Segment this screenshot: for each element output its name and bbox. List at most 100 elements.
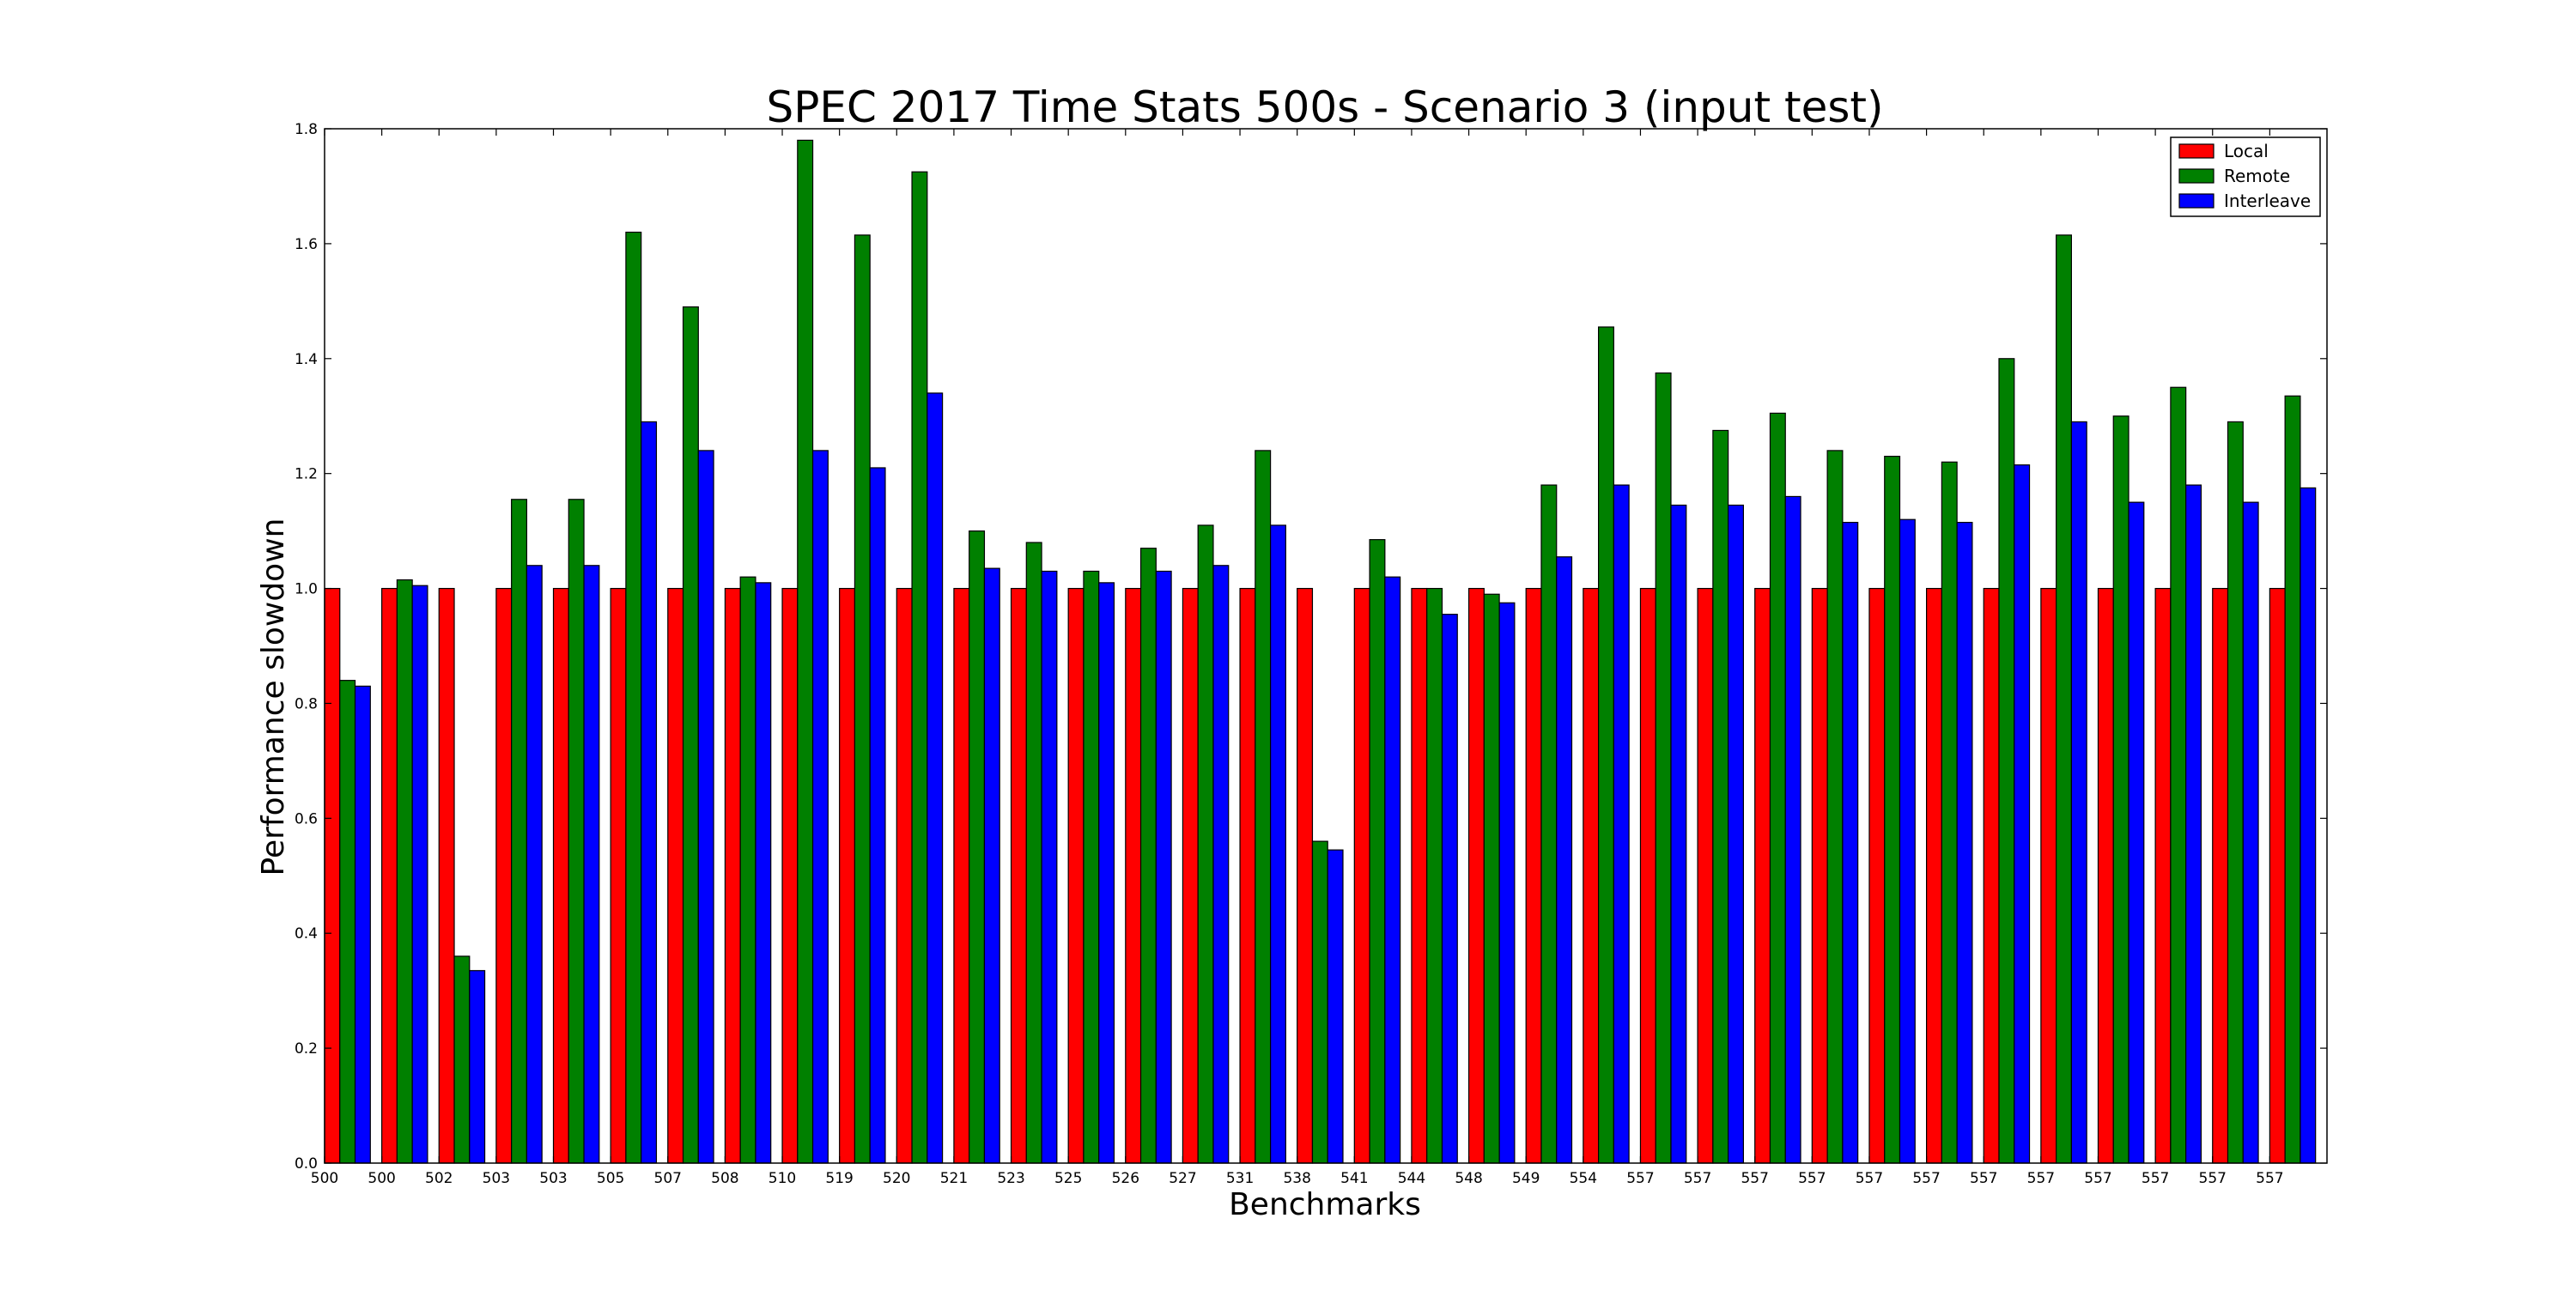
bar-local-24 bbox=[1697, 587, 1714, 1164]
bar-local-3 bbox=[495, 587, 513, 1164]
x-tick-label: 505 bbox=[597, 1170, 624, 1187]
bar-remote-4 bbox=[568, 499, 585, 1164]
bar-interleave-27 bbox=[1899, 518, 1916, 1164]
bar-interleave-8 bbox=[811, 450, 829, 1164]
bar-interleave-33 bbox=[2242, 501, 2259, 1164]
bar-local-20 bbox=[1467, 587, 1485, 1164]
bar-interleave-3 bbox=[526, 565, 543, 1164]
x-tick-label: 525 bbox=[1054, 1170, 1082, 1187]
bar-local-11 bbox=[953, 587, 970, 1164]
x-tick-label: 557 bbox=[1970, 1170, 1997, 1187]
x-tick-label: 502 bbox=[425, 1170, 453, 1187]
bar-interleave-17 bbox=[1327, 849, 1344, 1164]
chart-title: SPEC 2017 Time Stats 500s - Scenario 3 (… bbox=[766, 82, 1883, 132]
x-tick-label: 557 bbox=[1626, 1170, 1654, 1187]
bar-remote-1 bbox=[396, 579, 413, 1164]
bar-local-26 bbox=[1811, 587, 1828, 1164]
bar-remote-17 bbox=[1311, 840, 1328, 1164]
axes-layer: 0.0 0.2 0.4 0.6 0.8 1.0 1.2 1.4 1.6 1.8 500 500 502 5… bbox=[295, 121, 2328, 1187]
x-tick-label: 557 bbox=[2199, 1170, 2227, 1187]
x-tick-label: 557 bbox=[2084, 1170, 2111, 1187]
bar-local-12 bbox=[1010, 587, 1027, 1164]
y-tick-label: 0.0 bbox=[295, 1155, 318, 1173]
bar-interleave-2 bbox=[469, 970, 486, 1164]
x-tick-label: 557 bbox=[1684, 1170, 1711, 1187]
bar-remote-6 bbox=[682, 306, 699, 1164]
bar-interleave-6 bbox=[697, 450, 714, 1164]
bar-remote-11 bbox=[969, 530, 986, 1164]
bar-remote-25 bbox=[1769, 412, 1786, 1164]
x-tick-label: 520 bbox=[883, 1170, 910, 1187]
bar-interleave-1 bbox=[411, 585, 428, 1164]
bar-remote-34 bbox=[2284, 395, 2301, 1164]
bar-remote-27 bbox=[1884, 455, 1901, 1164]
legend-label-local: Local bbox=[2224, 141, 2269, 161]
bar-local-31 bbox=[2097, 587, 2114, 1164]
bar-local-27 bbox=[1868, 587, 1886, 1164]
x-tick-label: 521 bbox=[940, 1170, 968, 1187]
bar-remote-29 bbox=[1998, 358, 2015, 1164]
bar-remote-14 bbox=[1139, 548, 1157, 1164]
y-tick-label: 0.8 bbox=[295, 695, 318, 712]
y-tick-label: 1.0 bbox=[295, 581, 318, 598]
x-tick-label: 557 bbox=[2027, 1170, 2055, 1187]
bar-interleave-28 bbox=[1956, 521, 1973, 1164]
bar-local-23 bbox=[1639, 587, 1656, 1164]
bar-local-17 bbox=[1297, 587, 1314, 1164]
bar-local-2 bbox=[438, 587, 455, 1164]
bar-interleave-24 bbox=[1728, 504, 1744, 1164]
bar-interleave-14 bbox=[1155, 570, 1172, 1164]
bar-local-34 bbox=[2269, 587, 2286, 1164]
bar-interleave-25 bbox=[1784, 495, 1801, 1164]
bar-remote-0 bbox=[339, 680, 356, 1164]
y-tick-label: 1.2 bbox=[295, 466, 318, 483]
bar-local-6 bbox=[667, 587, 684, 1164]
bar-remote-32 bbox=[2170, 386, 2187, 1164]
bar-interleave-32 bbox=[2185, 484, 2202, 1164]
bar-local-1 bbox=[381, 587, 398, 1164]
bar-interleave-7 bbox=[755, 582, 772, 1164]
x-tick-label: 526 bbox=[1112, 1170, 1139, 1187]
x-tick-label: 548 bbox=[1455, 1170, 1482, 1187]
bar-interleave-0 bbox=[354, 685, 371, 1164]
legend-swatch-remote bbox=[2178, 168, 2215, 184]
legend: Local Remote Interleave bbox=[2170, 136, 2321, 217]
x-tick-label: 544 bbox=[1398, 1170, 1425, 1187]
x-tick-label: 508 bbox=[711, 1170, 738, 1187]
bar-remote-9 bbox=[854, 234, 871, 1164]
bar-interleave-19 bbox=[1441, 614, 1458, 1164]
x-axis-label: Benchmarks bbox=[1229, 1187, 1421, 1222]
bar-interleave-34 bbox=[2300, 487, 2317, 1164]
bar-remote-20 bbox=[1483, 593, 1500, 1164]
bar-interleave-23 bbox=[1670, 504, 1687, 1164]
legend-swatch-interleave bbox=[2178, 193, 2215, 209]
bar-local-13 bbox=[1067, 587, 1084, 1164]
x-tick-label: 523 bbox=[997, 1170, 1024, 1187]
plot-frame bbox=[324, 128, 2328, 1164]
x-tick-label: 557 bbox=[2256, 1170, 2283, 1187]
bar-local-21 bbox=[1525, 587, 1542, 1164]
bar-local-10 bbox=[896, 587, 913, 1164]
bar-remote-8 bbox=[797, 139, 814, 1164]
bar-remote-26 bbox=[1826, 450, 1844, 1164]
bar-interleave-15 bbox=[1212, 565, 1230, 1164]
x-tick-label: 557 bbox=[1741, 1170, 1768, 1187]
bar-local-16 bbox=[1239, 587, 1256, 1164]
x-tick-label: 541 bbox=[1340, 1170, 1368, 1187]
bar-interleave-4 bbox=[583, 565, 600, 1164]
x-tick-label: 554 bbox=[1570, 1170, 1597, 1187]
bar-remote-18 bbox=[1369, 539, 1386, 1164]
y-tick-label: 1.8 bbox=[295, 121, 318, 138]
bar-local-25 bbox=[1754, 587, 1771, 1164]
bar-interleave-21 bbox=[1556, 556, 1573, 1164]
legend-label-interleave: Interleave bbox=[2224, 191, 2311, 211]
bar-remote-10 bbox=[911, 171, 928, 1164]
bar-local-19 bbox=[1411, 587, 1428, 1164]
y-tick-label: 0.2 bbox=[295, 1040, 318, 1058]
x-tick-label: 557 bbox=[1856, 1170, 1883, 1187]
bar-remote-3 bbox=[511, 499, 528, 1164]
bar-remote-19 bbox=[1426, 587, 1443, 1164]
bar-remote-2 bbox=[453, 955, 471, 1164]
bar-interleave-10 bbox=[927, 392, 944, 1164]
